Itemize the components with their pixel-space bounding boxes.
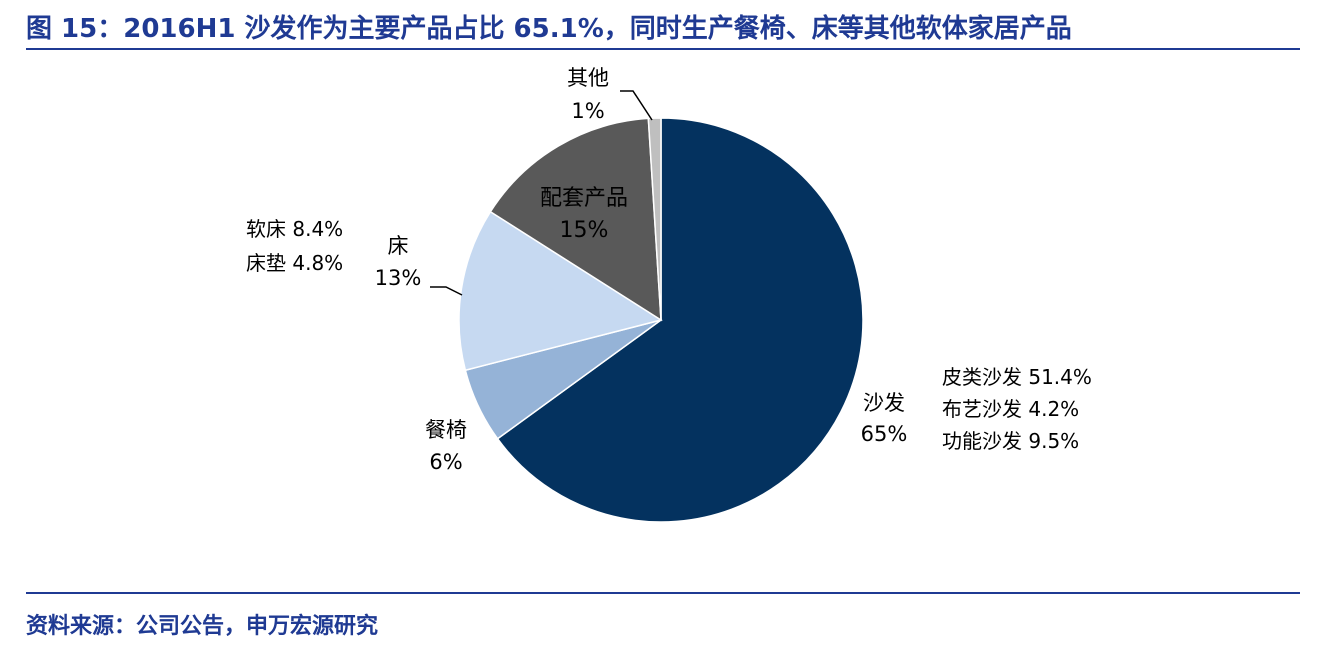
leader-line-bed (430, 286, 463, 296)
slice-label-bed-name: 床 (388, 234, 409, 258)
sofa-breakdown-functional: 功能沙发 9.5% (942, 429, 1079, 453)
pie-slice-bed (458, 210, 663, 372)
bed-breakdown-mattress: 床垫 4.8% (246, 251, 343, 275)
slice-label-accessories-name: 配套产品 (540, 186, 628, 211)
pie-slice-other (647, 117, 662, 321)
leader-lines (430, 90, 653, 296)
slice-label-bed-value: 13% (375, 266, 422, 290)
sofa-breakdown-fabric: 布艺沙发 4.2% (942, 397, 1079, 421)
source-note: 资料来源：公司公告，申万宏源研究 (26, 614, 379, 639)
pie-slices (458, 117, 864, 523)
pie-slice-accessories (489, 117, 662, 322)
slice-label-dining-chair-value: 6% (429, 450, 462, 474)
page-title: 图 15：2016H1 沙发作为主要产品占比 65.1%，同时生产餐椅、床等其他… (26, 14, 1072, 44)
slice-label-accessories-value: 15% (560, 218, 609, 243)
slice-label-sofa-value: 65% (861, 422, 908, 446)
pie-slice-sofa (496, 117, 864, 523)
slice-label-other-value: 1% (571, 99, 604, 123)
title-divider (26, 48, 1300, 50)
bed-breakdown-soft-bed: 软床 8.4% (246, 217, 343, 241)
slice-label-other-name: 其他 (567, 66, 609, 90)
sofa-breakdown-leather: 皮类沙发 51.4% (942, 365, 1092, 389)
slice-label-dining-chair-name: 餐椅 (425, 418, 467, 442)
slice-label-sofa-name: 沙发 (863, 391, 905, 415)
footer-divider (26, 592, 1300, 594)
leader-line-other (620, 90, 653, 121)
